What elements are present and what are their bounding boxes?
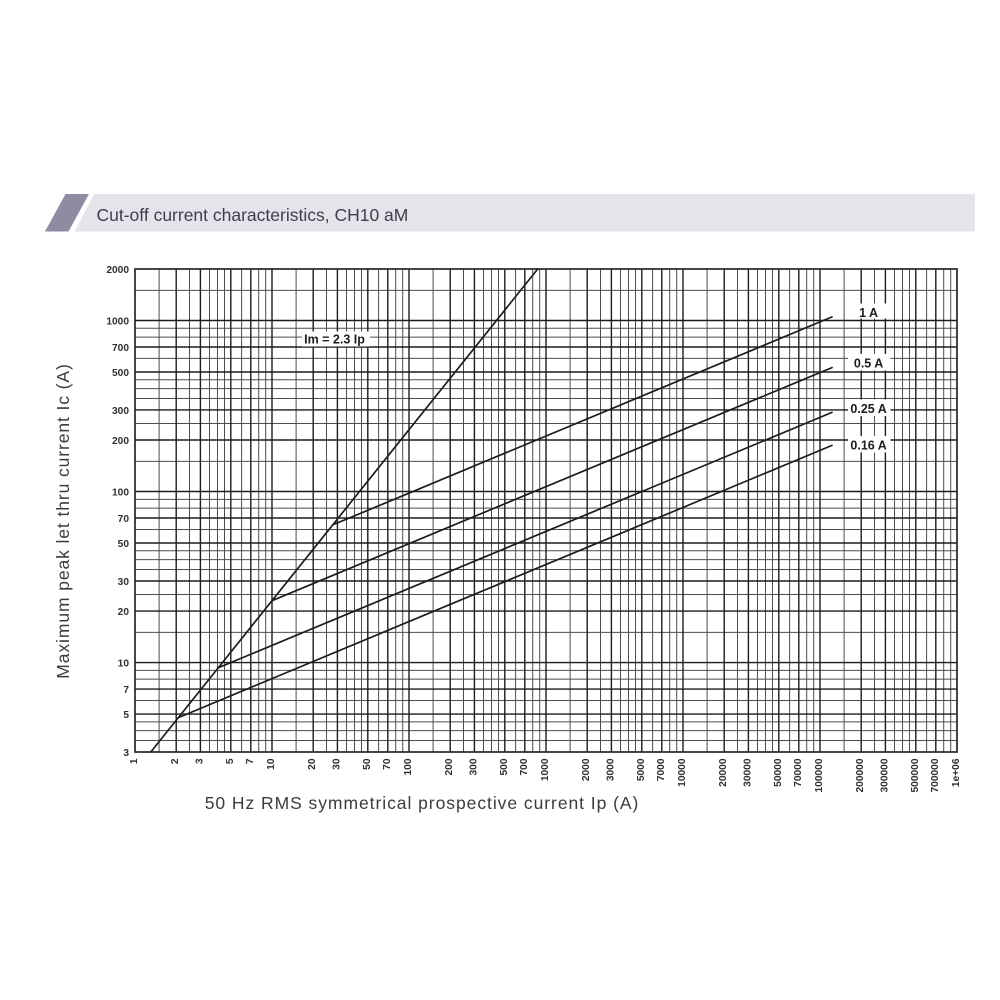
svg-text:1000: 1000 bbox=[106, 316, 129, 327]
svg-text:50000: 50000 bbox=[773, 758, 784, 787]
svg-text:2: 2 bbox=[170, 758, 181, 764]
svg-text:2000: 2000 bbox=[581, 758, 592, 781]
svg-text:0.16 A: 0.16 A bbox=[850, 439, 886, 453]
svg-text:10: 10 bbox=[118, 659, 130, 670]
svg-text:700: 700 bbox=[112, 343, 129, 354]
svg-text:Cut-off current characteristic: Cut-off current characteristics, CH10 aM bbox=[97, 205, 409, 225]
svg-text:3000: 3000 bbox=[605, 758, 616, 781]
svg-text:200: 200 bbox=[444, 758, 455, 775]
svg-text:50: 50 bbox=[362, 758, 373, 770]
svg-text:100: 100 bbox=[112, 487, 129, 498]
svg-text:200: 200 bbox=[112, 436, 129, 447]
svg-text:30: 30 bbox=[331, 758, 342, 770]
svg-text:700: 700 bbox=[519, 758, 530, 775]
svg-text:1 A: 1 A bbox=[859, 306, 878, 320]
svg-text:Im = 2.3 Ip: Im = 2.3 Ip bbox=[304, 332, 365, 346]
svg-text:70: 70 bbox=[118, 514, 130, 525]
svg-text:Maximum peak let thru current: Maximum peak let thru current Ic (A) bbox=[53, 363, 73, 678]
svg-text:50 Hz RMS symmetrical prospect: 50 Hz RMS symmetrical prospective curren… bbox=[205, 793, 640, 813]
svg-text:1: 1 bbox=[129, 758, 140, 764]
svg-text:20: 20 bbox=[307, 758, 318, 770]
svg-text:5: 5 bbox=[123, 710, 129, 721]
svg-text:500000: 500000 bbox=[910, 758, 921, 792]
svg-text:30000: 30000 bbox=[742, 758, 753, 787]
svg-text:0.5 A: 0.5 A bbox=[854, 357, 883, 371]
svg-text:70: 70 bbox=[382, 758, 393, 770]
svg-text:100: 100 bbox=[403, 758, 414, 775]
svg-text:10: 10 bbox=[266, 758, 277, 770]
svg-text:300: 300 bbox=[468, 758, 479, 775]
svg-text:300000: 300000 bbox=[879, 758, 890, 792]
svg-text:700000: 700000 bbox=[930, 758, 941, 792]
svg-text:70000: 70000 bbox=[793, 758, 804, 787]
svg-text:30: 30 bbox=[118, 577, 130, 588]
svg-text:20000: 20000 bbox=[718, 758, 729, 787]
svg-text:3: 3 bbox=[123, 748, 129, 759]
svg-text:50: 50 bbox=[118, 539, 130, 550]
svg-text:7: 7 bbox=[245, 758, 256, 764]
svg-text:1000: 1000 bbox=[540, 758, 551, 781]
svg-text:5000: 5000 bbox=[636, 758, 647, 781]
svg-text:1e+06: 1e+06 bbox=[951, 758, 962, 787]
svg-text:7000: 7000 bbox=[656, 758, 667, 781]
svg-text:100000: 100000 bbox=[814, 758, 825, 792]
svg-text:200000: 200000 bbox=[855, 758, 866, 792]
svg-text:20: 20 bbox=[118, 607, 130, 618]
svg-text:3: 3 bbox=[194, 758, 205, 764]
svg-text:5: 5 bbox=[225, 758, 236, 764]
svg-text:500: 500 bbox=[112, 368, 129, 379]
svg-text:10000: 10000 bbox=[677, 758, 688, 787]
svg-text:500: 500 bbox=[499, 758, 510, 775]
svg-text:0.25 A: 0.25 A bbox=[850, 402, 886, 416]
svg-text:7: 7 bbox=[123, 685, 129, 696]
svg-text:300: 300 bbox=[112, 406, 129, 417]
svg-text:2000: 2000 bbox=[106, 265, 129, 276]
